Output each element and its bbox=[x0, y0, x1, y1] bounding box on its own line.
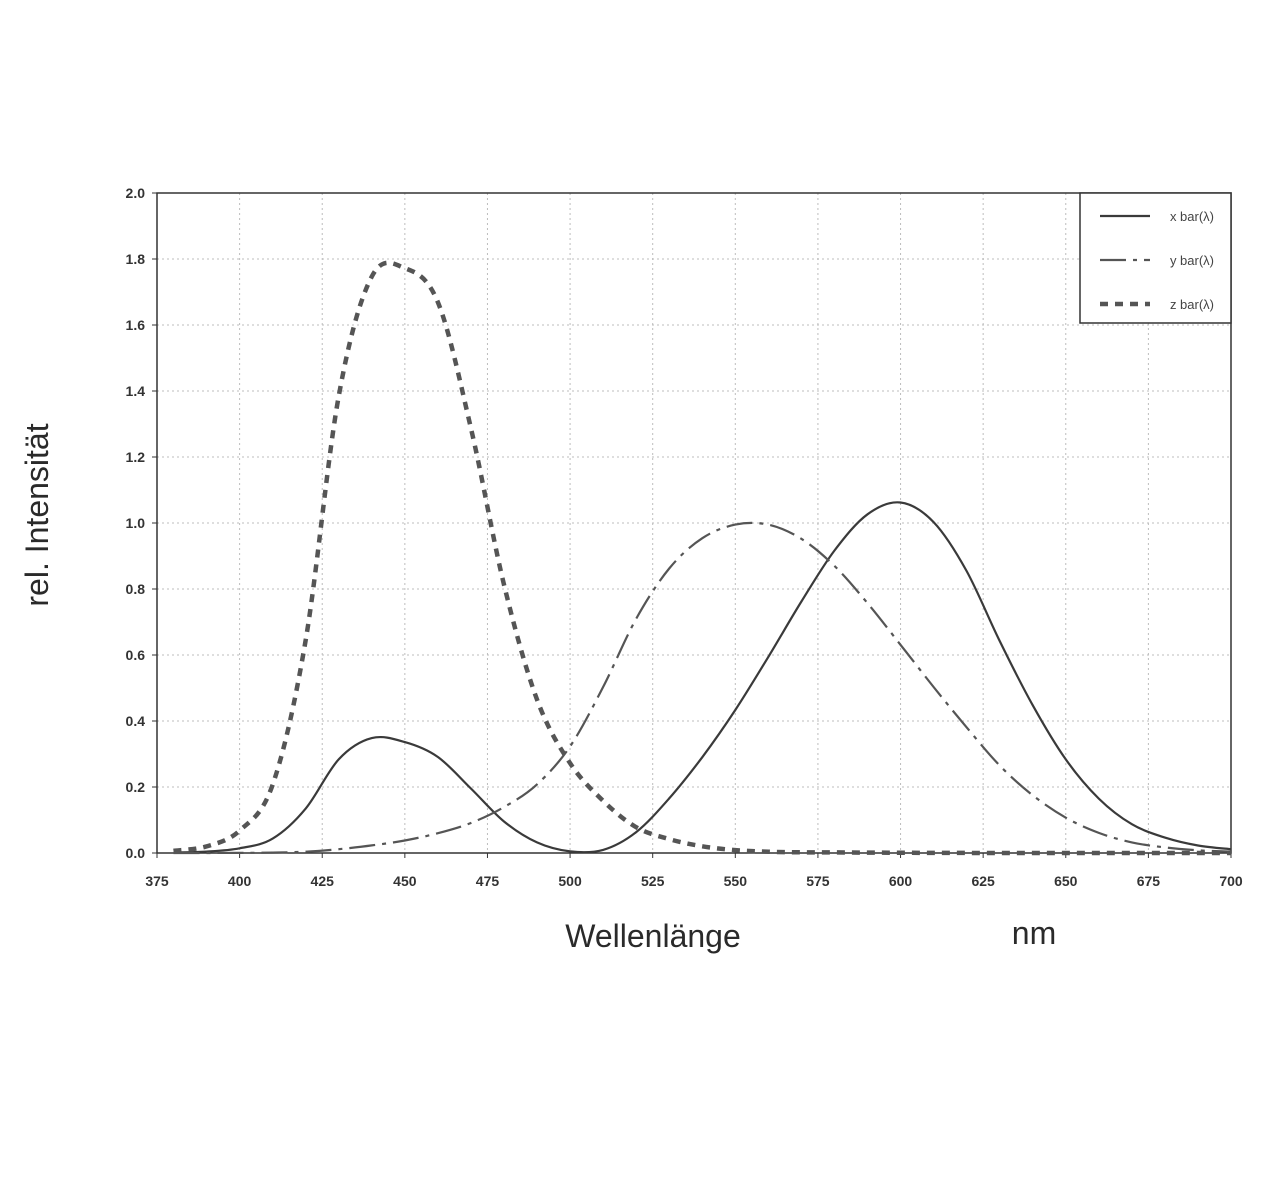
x-tick-label: 575 bbox=[806, 873, 830, 889]
x-tick-label: 650 bbox=[1054, 873, 1078, 889]
legend-box bbox=[1079, 192, 1232, 324]
y-tick-label: 1.6 bbox=[126, 317, 146, 333]
y-tick-label: 0.6 bbox=[126, 647, 146, 663]
y-tick-label: 2.0 bbox=[126, 185, 146, 201]
y-tick-label: 1.0 bbox=[126, 515, 146, 531]
series-line-x-bar bbox=[173, 501, 1232, 854]
y-tick-label: 0.8 bbox=[126, 581, 146, 597]
y-tick-label: 0.0 bbox=[126, 845, 146, 861]
x-tick-label: 700 bbox=[1219, 873, 1243, 889]
x-tick-label: 400 bbox=[228, 873, 252, 889]
x-tick-label: 525 bbox=[641, 873, 665, 889]
legend-label: z bar(λ) bbox=[1170, 297, 1214, 312]
legend-label: x bar(λ) bbox=[1170, 209, 1214, 224]
y-tick-label: 1.8 bbox=[126, 251, 146, 267]
x-tick-label: 600 bbox=[889, 873, 913, 889]
y-axis-title: rel. Intensität bbox=[19, 423, 55, 606]
y-tick-label: 1.4 bbox=[126, 383, 146, 399]
legend-label: y bar(λ) bbox=[1170, 253, 1214, 268]
series-line-z-bar bbox=[173, 260, 1231, 856]
x-tick-label: 625 bbox=[971, 873, 995, 889]
axes bbox=[152, 192, 1232, 858]
x-tick-label: 375 bbox=[145, 873, 169, 889]
legend: x bar(λ) y bar(λ) z bar(λ) bbox=[1079, 192, 1232, 324]
x-tick-label: 475 bbox=[476, 873, 500, 889]
y-tick-label: 1.2 bbox=[126, 449, 146, 465]
series-line-y-bar bbox=[173, 521, 1232, 855]
x-tick-label: 450 bbox=[393, 873, 417, 889]
grid-lines bbox=[157, 193, 1231, 853]
tick-labels: 375 400 425 450 475 500 525 550 575 600 625 650 675 7… bbox=[126, 185, 1243, 889]
x-tick-label: 425 bbox=[311, 873, 335, 889]
series-lines bbox=[173, 260, 1232, 856]
y-tick-label: 0.2 bbox=[126, 779, 146, 795]
x-axis-title: Wellenlänge bbox=[565, 918, 741, 954]
x-tick-label: 500 bbox=[558, 873, 582, 889]
x-tick-label: 675 bbox=[1137, 873, 1161, 889]
x-tick-label: 550 bbox=[724, 873, 748, 889]
x-axis-unit: nm bbox=[1012, 915, 1056, 951]
y-tick-label: 0.4 bbox=[126, 713, 146, 729]
